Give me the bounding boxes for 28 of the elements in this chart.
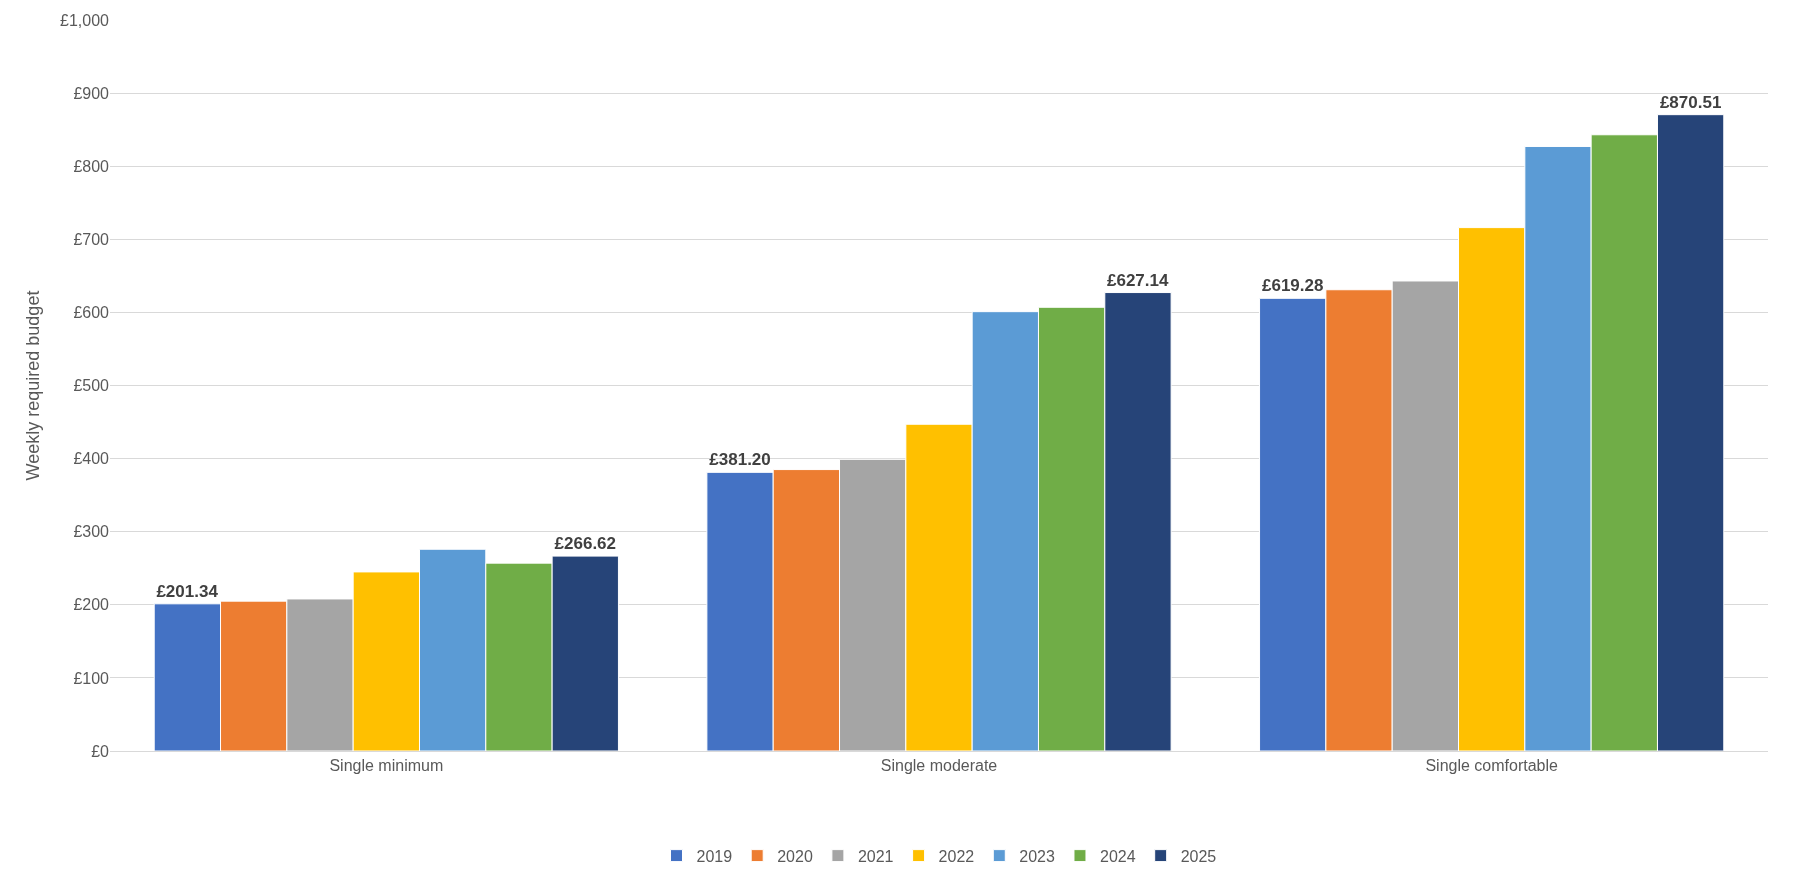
- data-label: £870.51: [1659, 92, 1722, 112]
- legend-label: 2021: [857, 847, 894, 865]
- legend-label: 2025: [1180, 847, 1217, 865]
- y-tick-label: £900: [73, 84, 110, 102]
- legend-label: 2023: [1019, 847, 1055, 865]
- y-tick-label: £600: [73, 304, 110, 321]
- y-axis-title: Weekly required budget: [23, 290, 44, 481]
- legend-label: 2024: [1099, 847, 1136, 865]
- y-tick-label: £400: [73, 450, 110, 468]
- x-tick-label: Single minimum: [329, 757, 444, 775]
- y-tick-label: £100: [73, 669, 110, 687]
- data-label: £266.62: [554, 534, 617, 554]
- y-tick-label: £200: [73, 596, 110, 614]
- data-label: £381.20: [709, 450, 771, 470]
- data-label: £627.14: [1106, 270, 1169, 290]
- y-tick-label: £0: [91, 742, 110, 760]
- legend-label: 2020: [777, 847, 813, 865]
- y-tick-label: £1,000: [60, 11, 110, 29]
- legend-label: 2022: [938, 847, 975, 865]
- y-tick-label: £700: [73, 230, 110, 248]
- legend-label: 2019: [696, 847, 733, 865]
- data-label: £201.34: [156, 581, 219, 601]
- y-tick-label: £300: [73, 523, 110, 541]
- x-tick-label: Single comfortable: [1425, 757, 1559, 775]
- x-tick-label: Single moderate: [880, 757, 998, 775]
- y-tick-label: £800: [73, 157, 110, 175]
- y-tick-label: £500: [73, 377, 110, 395]
- data-label: £619.28: [1261, 276, 1324, 296]
